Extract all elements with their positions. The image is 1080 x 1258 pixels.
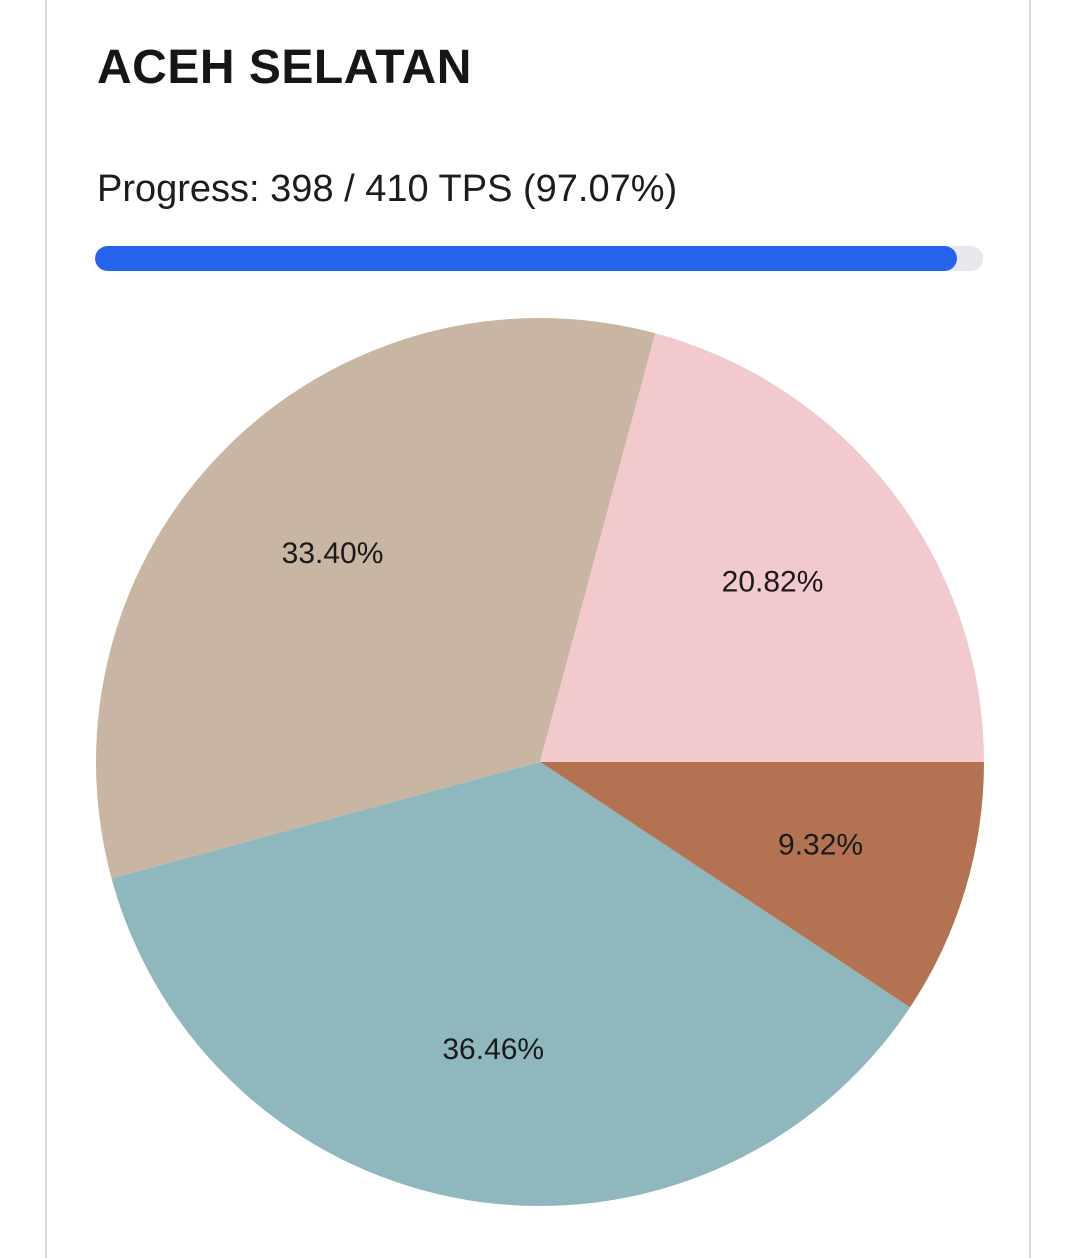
pie-slice-3 (540, 333, 985, 762)
region-title: ACEH SELATAN (97, 41, 472, 94)
pie-slice-2 (96, 317, 656, 879)
pie-slice-label-2: 33.40% (282, 537, 384, 570)
pie-slice-1 (111, 762, 911, 1206)
pie-slice-0 (540, 762, 984, 1008)
pie-slice-label-1: 36.46% (442, 1033, 544, 1066)
progress-bar (95, 246, 983, 271)
pie-slice-label-0: 9.32% (778, 829, 863, 862)
progress-bar-fill (95, 246, 957, 271)
pie-slice-label-3: 20.82% (722, 566, 824, 599)
progress-text: Progress: 398 / 410 TPS (97.07%) (97, 168, 678, 210)
